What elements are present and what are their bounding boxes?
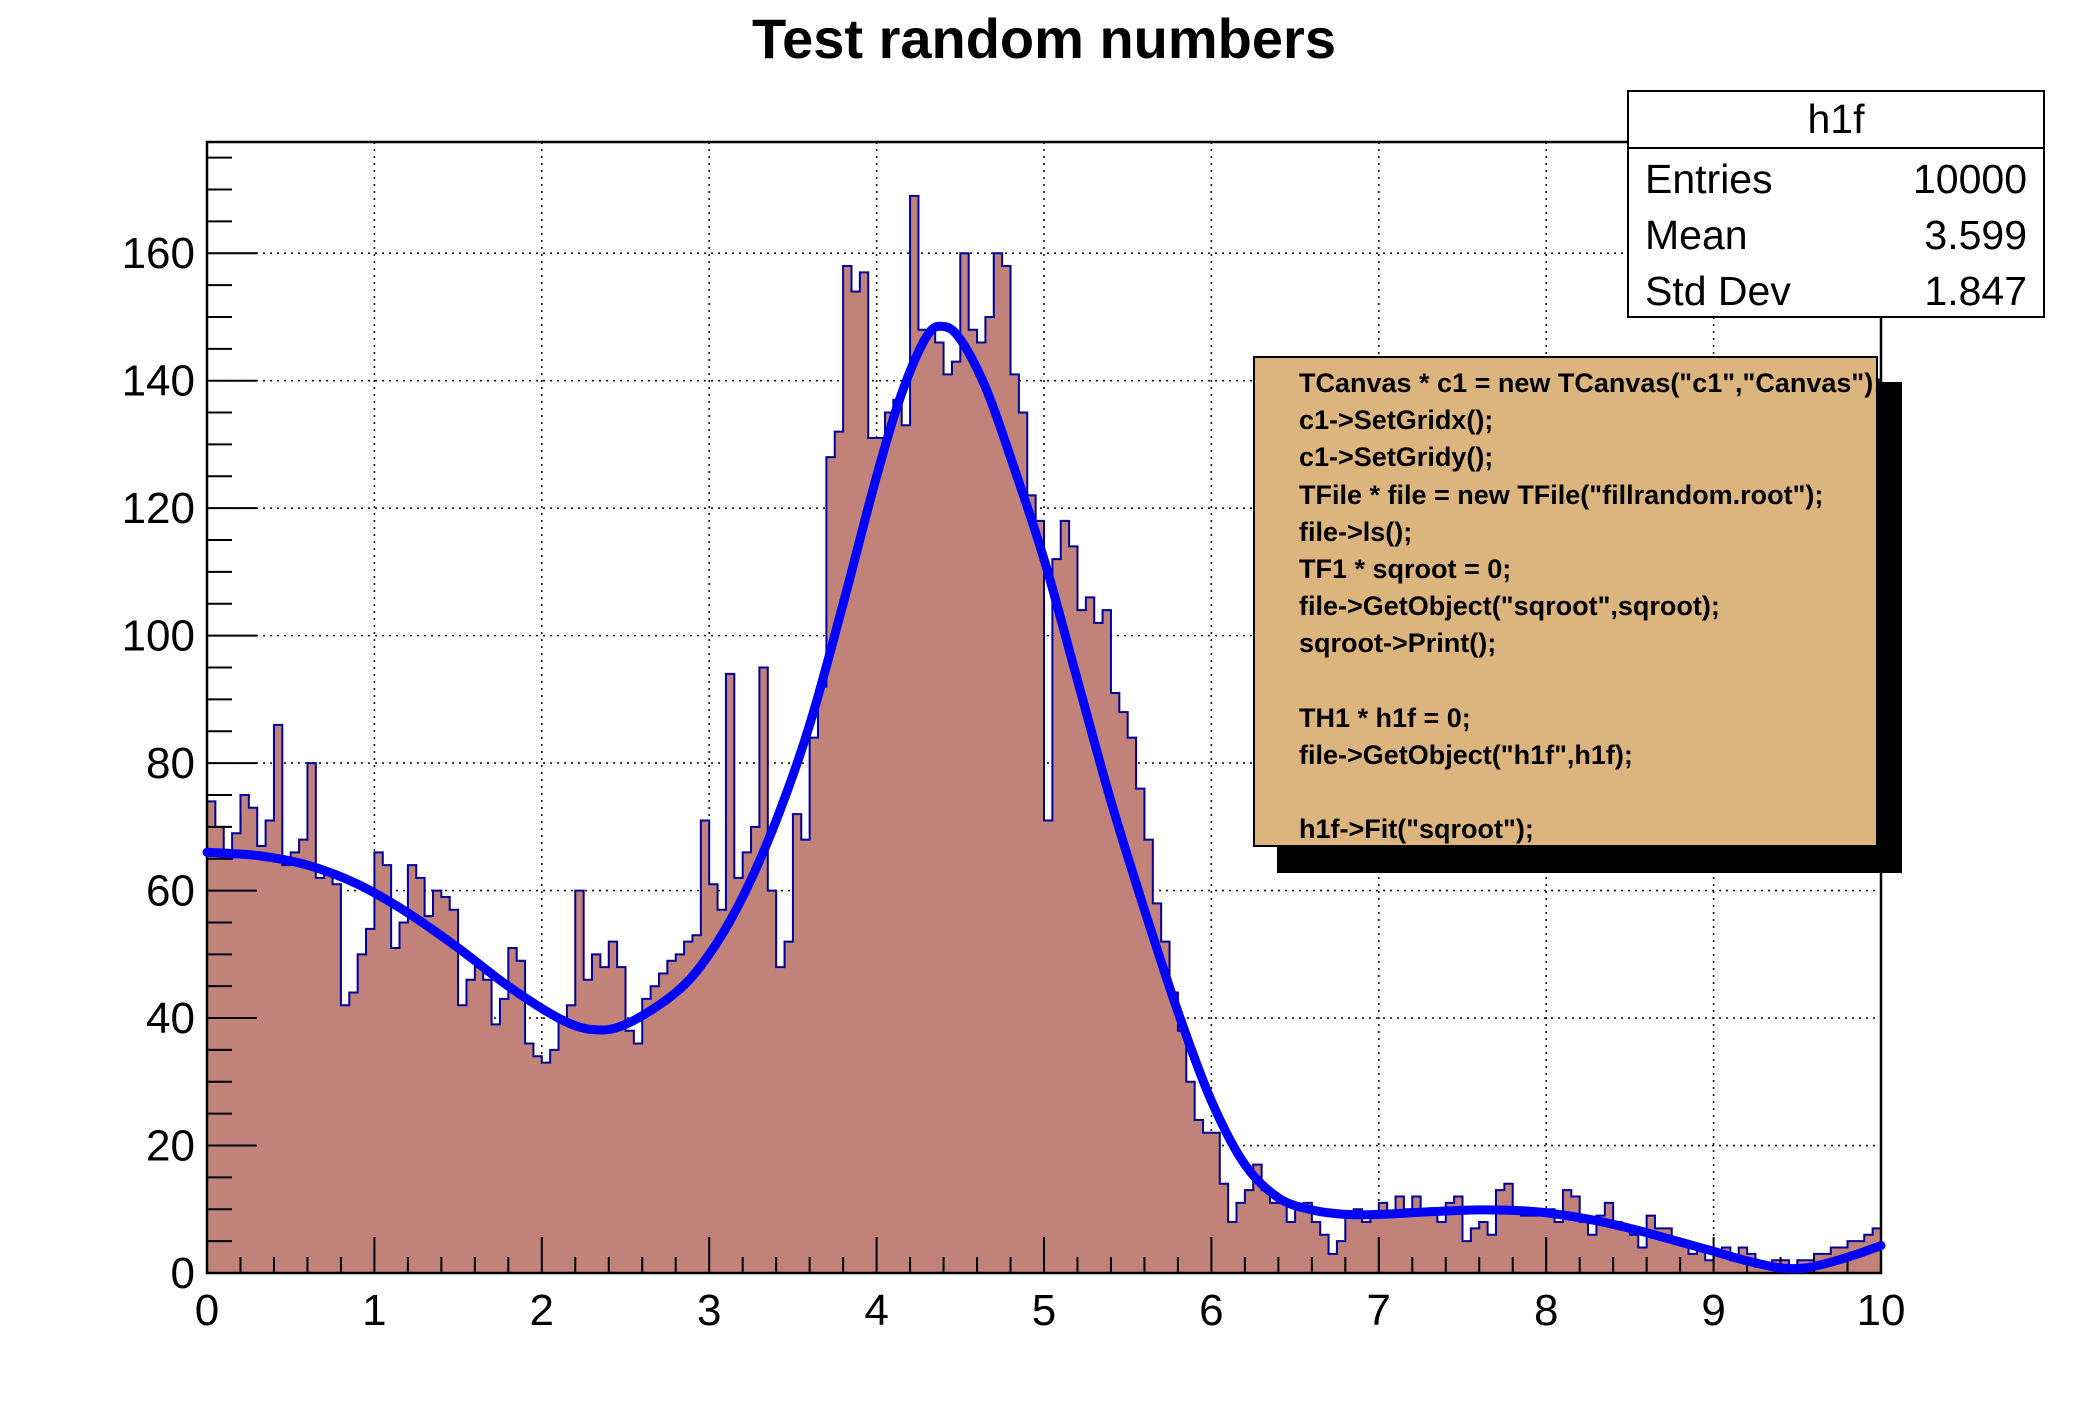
axis-ticks <box>206 156 1882 1274</box>
stats-label: Std Dev <box>1645 267 1791 314</box>
stats-label: Entries <box>1645 155 1773 202</box>
y-axis-labels: 0 20 40 60 80 100 120 140 160 <box>122 229 195 1298</box>
stats-value: 10000 <box>1912 155 2027 202</box>
x-tick-label: 8 <box>1534 1286 1558 1335</box>
x-tick-label: 5 <box>1032 1286 1056 1335</box>
stats-row: Std Dev 1.847 <box>1645 263 2027 319</box>
x-axis-labels: 0 1 2 3 4 5 6 7 8 9 10 <box>195 1286 1906 1335</box>
y-tick-label: 20 <box>146 1122 195 1171</box>
y-tick-label: 120 <box>122 484 195 533</box>
stats-value: 1.847 <box>1924 267 2027 314</box>
x-tick-label: 7 <box>1367 1286 1391 1335</box>
x-tick-label: 4 <box>864 1286 888 1335</box>
y-tick-label: 0 <box>171 1249 195 1298</box>
x-tick-label: 0 <box>195 1286 219 1335</box>
stats-label: Mean <box>1645 211 1748 258</box>
x-tick-label: 9 <box>1701 1286 1725 1335</box>
code-line: h1f->Fit("sqroot"); <box>1299 814 1534 845</box>
code-line <box>1299 774 1876 811</box>
y-tick-label: 40 <box>146 994 195 1043</box>
plot-frame <box>205 140 1883 1275</box>
y-tick-label: 140 <box>122 357 195 406</box>
stats-value: 3.599 <box>1924 211 2027 258</box>
chart-title: Test random numbers <box>752 7 1336 70</box>
stats-row: Mean 3.599 <box>1645 207 2027 263</box>
y-tick-label: 80 <box>146 739 195 788</box>
code-line: TFile * file = new TFile("fillrandom.roo… <box>1299 479 1824 510</box>
x-tick-label: 3 <box>697 1286 721 1335</box>
code-line: file->GetObject("sqroot",sqroot); <box>1299 591 1720 622</box>
stats-box-rows: Entries 10000 Mean 3.599 Std Dev 1.847 <box>1629 149 2043 319</box>
code-line: TCanvas * c1 = new TCanvas("c1","Canvas"… <box>1299 368 1883 398</box>
stats-row: Entries 10000 <box>1645 151 2027 207</box>
macro-code-pave: TCanvas * c1 = new TCanvas("c1","Canvas"… <box>1253 356 1883 847</box>
x-tick-label: 10 <box>1857 1286 1906 1335</box>
x-tick-label: 2 <box>530 1286 554 1335</box>
x-tick-label: 1 <box>362 1286 386 1335</box>
y-tick-label: 160 <box>122 229 195 278</box>
code-line: c1->SetGridx(); <box>1299 405 1494 436</box>
y-tick-label: 100 <box>122 612 195 661</box>
code-line: TH1 * h1f = 0; <box>1299 702 1471 733</box>
code-line: TF1 * sqroot = 0; <box>1299 554 1512 585</box>
code-line <box>1299 663 1876 700</box>
x-tick-label: 6 <box>1199 1286 1223 1335</box>
code-line: c1->SetGridy(); <box>1299 442 1494 473</box>
fit-curve-sqroot <box>202 321 1886 1274</box>
y-tick-label: 60 <box>146 867 195 916</box>
code-line: file->ls(); <box>1299 516 1413 547</box>
code-line: file->GetObject("h1f",h1f); <box>1299 740 1633 771</box>
stats-box: h1f Entries 10000 Mean 3.599 Std Dev 1.847 <box>1627 90 2045 318</box>
code-line: sqroot->Print(); <box>1299 628 1497 659</box>
stats-box-title: h1f <box>1629 92 2043 149</box>
